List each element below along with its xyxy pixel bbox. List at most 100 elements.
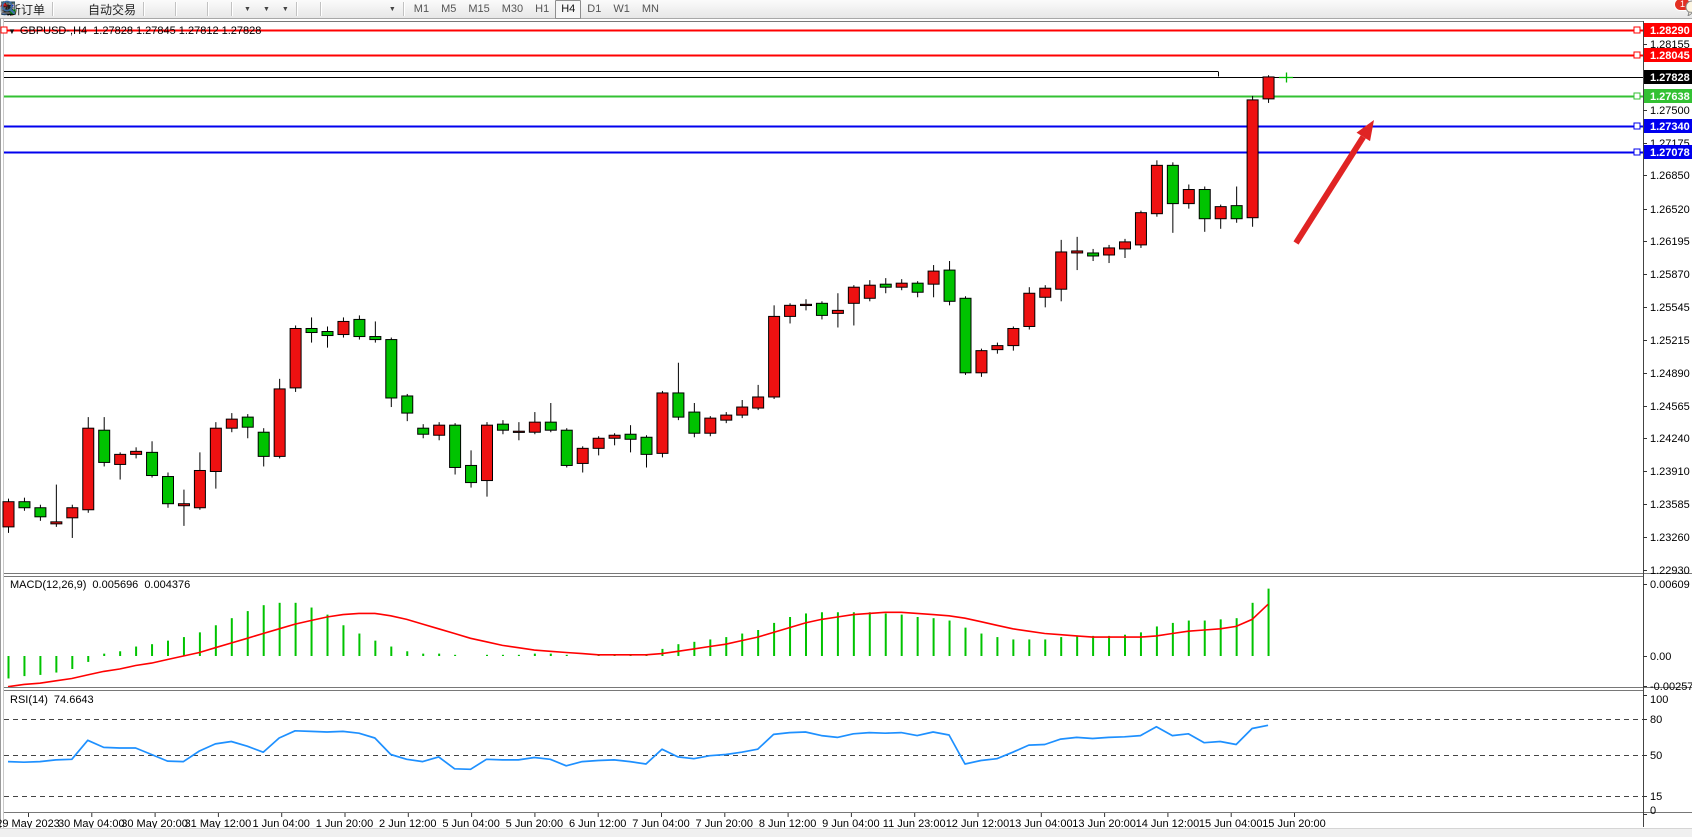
candle-body (337, 320, 350, 336)
timeframe-m5-button[interactable]: M5 (441, 2, 457, 15)
templates-button[interactable]: ▼ (1, 0, 293, 19)
chevron-down-icon[interactable]: ▼ (281, 5, 289, 13)
main-chart-panel[interactable] (4, 21, 1643, 573)
candle-body (98, 429, 111, 463)
timeframe-m1-button[interactable]: M1 (413, 2, 430, 15)
timeframe-d1-button[interactable]: D1 (587, 2, 602, 15)
candle-body (353, 318, 366, 338)
price-axis-label: 1.26850 (1650, 170, 1690, 182)
candles-chart-button[interactable] (4, 0, 164, 19)
chevron-down-icon[interactable]: ▼ (262, 5, 270, 13)
chart-autoscroll-button[interactable] (1, 0, 228, 19)
line-handle-marker[interactable] (1633, 148, 1641, 156)
macd-indicator-label: MACD(12,26,9) 0.005696 0.004376 (10, 579, 190, 591)
candle-body (656, 392, 669, 454)
signal-button[interactable] (0, 0, 81, 19)
rsi-axis-label: 80 (1650, 714, 1662, 726)
equidistant-channel-button[interactable]: E (1, 0, 357, 19)
candle-body (241, 416, 254, 428)
candle-body (1182, 189, 1195, 205)
time-axis-label: 30 May 20:00 (121, 818, 188, 830)
candle-body (146, 451, 159, 477)
price-axis-label: 1.26195 (1650, 236, 1690, 248)
text-label-button[interactable]: T (1, 0, 381, 19)
gold-ingot-button[interactable] (0, 0, 65, 19)
time-axis-label: 30 May 04:00 (58, 818, 125, 830)
candle-body (209, 427, 222, 472)
price-axis-label: 1.22930 (1650, 565, 1690, 577)
chevron-down-icon[interactable]: ▼ (388, 5, 396, 13)
candle-body (911, 282, 924, 293)
arrows-button[interactable]: ▼ (0, 0, 400, 19)
toolbar-separator (402, 2, 405, 16)
crosshair-button[interactable] (2, 0, 317, 19)
toolbar-separator (295, 2, 298, 16)
fibonacci-button[interactable]: F (2, 0, 365, 19)
candle-body (1023, 292, 1036, 327)
price-axis-label: 1.23260 (1650, 532, 1690, 544)
chevron-down-icon[interactable]: ▼ (244, 5, 251, 13)
time-axis-label: 14 Jun 12:00 (1136, 818, 1200, 830)
candle-body (449, 424, 462, 468)
line-handle-marker[interactable] (0, 26, 8, 34)
bars-chart-button[interactable] (2, 0, 156, 19)
macd-signal-line (7, 603, 1269, 688)
candle-body (1134, 212, 1147, 246)
timeframe-m15-button[interactable]: M15 (468, 2, 490, 15)
time-axis-label: 13 Jun 20:00 (1072, 818, 1136, 830)
toolbar-separator (231, 2, 234, 16)
periods-button[interactable]: ▼ (1, 0, 274, 19)
candle-body (1230, 205, 1243, 220)
price-axis-label: 1.24890 (1650, 368, 1690, 380)
candle-body (672, 392, 685, 418)
terminal-button[interactable] (1, 0, 73, 19)
tile-windows-button[interactable] (1, 0, 204, 19)
line-handle-marker[interactable] (1633, 92, 1641, 100)
candle-body (863, 284, 876, 299)
status-strip (0, 828, 1692, 837)
price-line-label-box (1644, 23, 1692, 37)
candle-body (847, 286, 860, 304)
trend-line-button[interactable] (2, 0, 349, 19)
text-button[interactable]: A (4, 0, 373, 19)
candle-body (225, 418, 238, 429)
candle-body (1214, 206, 1227, 220)
zoom-in-button[interactable] (1, 0, 188, 19)
candle-body (560, 429, 573, 466)
timeframe-m30-button[interactable]: M30 (501, 2, 524, 15)
vertical-line-button[interactable] (7, 0, 333, 19)
chart-shift-button[interactable] (1, 0, 220, 19)
timeframe-w1-button[interactable]: W1 (613, 2, 630, 15)
line-handle-marker[interactable] (1633, 122, 1641, 130)
timeframe-h4-button[interactable]: H4 (555, 0, 582, 19)
candle-body (927, 270, 940, 285)
line-handle-marker[interactable] (1633, 26, 1641, 34)
time-axis-label: 9 Jun 04:00 (822, 818, 880, 830)
macd-axis-label: 0.00609 (1650, 579, 1690, 591)
candle-body (975, 350, 988, 374)
price-line-label-box (1644, 89, 1692, 103)
chart-collapse-icon[interactable]: ▼ (8, 27, 16, 36)
timeframe-h1-button[interactable]: H1 (535, 2, 550, 15)
cursor-button[interactable] (3, 0, 309, 19)
zoom-out-button[interactable] (1, 0, 196, 19)
autotrade-button[interactable]: 自动交易 (1, 0, 140, 19)
macd-axis-label: 0.00 (1650, 651, 1671, 663)
candle-body (1246, 99, 1259, 219)
line-chart-button[interactable] (1, 0, 172, 19)
svg-text:A: A (4, 1, 14, 16)
timeframe-mn-button[interactable]: MN (641, 2, 659, 15)
price-axis-label: 1.25545 (1650, 302, 1690, 314)
rsi-panel[interactable] (4, 690, 1643, 812)
indicators-button[interactable]: ▼ (1, 0, 255, 19)
line-handle-marker[interactable] (1633, 51, 1641, 59)
macd-panel[interactable] (4, 576, 1643, 687)
horizontal-line-button[interactable] (2, 0, 341, 19)
rsi-line (7, 724, 1269, 771)
arrow-annotation-head[interactable] (1356, 120, 1374, 142)
arrow-annotation[interactable] (1293, 135, 1366, 245)
candle-body (66, 507, 79, 519)
candle-body (1071, 250, 1084, 254)
